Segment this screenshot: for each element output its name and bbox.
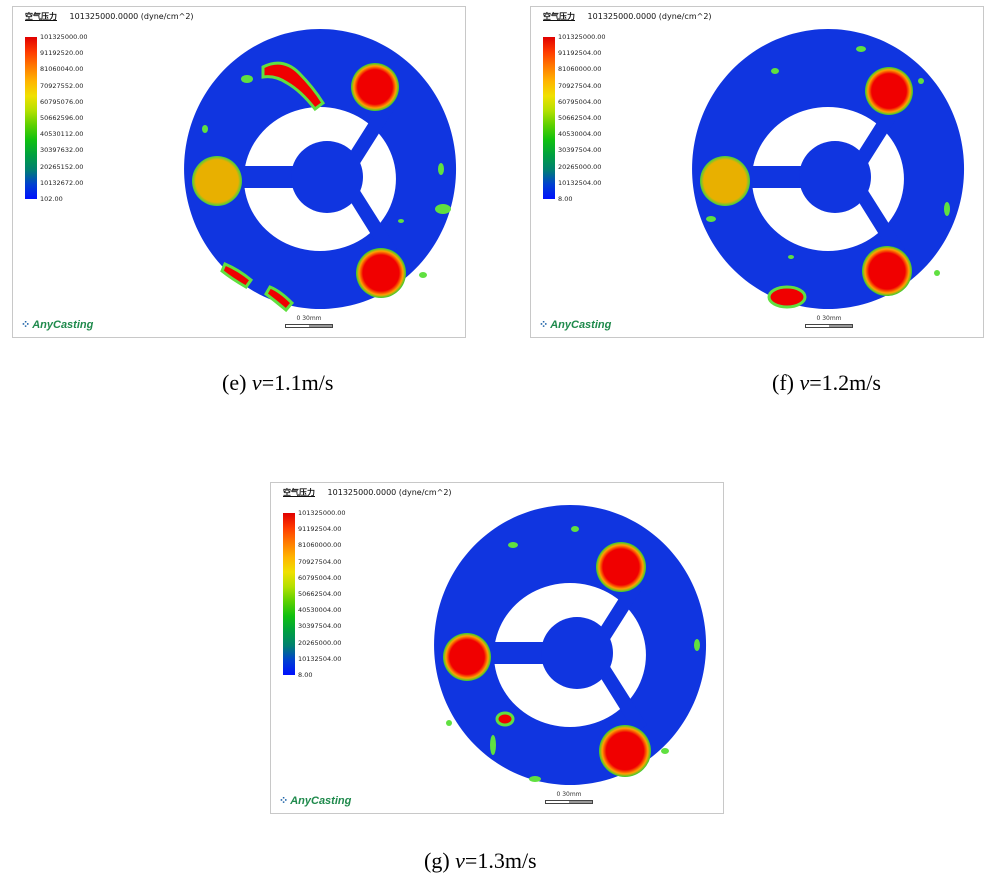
legend-value: 81060000.00 [298, 541, 342, 550]
legend-value: 50662504.00 [298, 590, 342, 598]
quantity-label: 空气压力 [283, 488, 315, 497]
pressure-contour-wheel [434, 505, 707, 785]
logo-icon: ⁘ [539, 319, 548, 331]
scale-bar: 0 30mm [283, 315, 335, 329]
legend-value: 60795076.00 [40, 97, 84, 106]
legend-value: 10132504.00 [298, 654, 342, 663]
legend-value: 70927504.00 [558, 81, 602, 90]
legend-value: 20265000.00 [558, 162, 602, 171]
legend-value: 91192504.00 [298, 525, 342, 534]
scale-label: 0 30mm [816, 315, 842, 322]
legend-value: 70927552.00 [40, 81, 84, 90]
panel-title: 空气压力 101325000.0000 (dyne/cm^2) [543, 11, 712, 22]
legend-value: 102.00 [40, 195, 63, 203]
legend-value: 101325000.00 [40, 33, 88, 41]
legend-value: 91192520.00 [40, 49, 84, 58]
panel-title: 空气压力 101325000.0000 (dyne/cm^2) [283, 487, 452, 498]
wheel-spokes [235, 97, 397, 257]
legend-value: 50662504.00 [558, 114, 602, 122]
legend-value: 30397504.00 [558, 146, 602, 155]
anycasting-logo: ⁘ AnyCasting [279, 795, 352, 807]
legend-value: 101325000.00 [558, 33, 606, 41]
legend-value: 20265152.00 [40, 162, 84, 171]
wheel-spokes [743, 97, 905, 257]
scale-label: 0 30mm [296, 315, 322, 322]
hot-spots [443, 526, 700, 782]
legend-value: 101325000.00 [298, 509, 346, 517]
legend-value: 60795004.00 [298, 573, 342, 582]
anycasting-logo: ⁘ AnyCasting [21, 319, 94, 331]
caption-g: (g) v=1.3m/s [424, 848, 537, 873]
logo-icon: ⁘ [279, 795, 288, 807]
legend-value: 81060040.00 [40, 65, 84, 74]
scale-bar-graphic [545, 800, 593, 804]
legend-color-bar [283, 513, 295, 675]
anycasting-logo: ⁘ AnyCasting [539, 319, 612, 331]
legend-value: 50662596.00 [40, 114, 84, 122]
reference-value: 101325000.0000 (dyne/cm^2) [69, 12, 194, 21]
legend-value: 8.00 [298, 671, 313, 679]
legend-value: 30397632.00 [40, 146, 84, 155]
panel-e: 空气压力 101325000.0000 (dyne/cm^2) 10132500… [12, 6, 466, 338]
quantity-label: 空气压力 [543, 12, 575, 21]
legend-color-bar [543, 37, 555, 199]
legend-value: 10132672.00 [40, 178, 84, 187]
legend-value: 81060000.00 [558, 65, 602, 74]
legend-color-bar [25, 37, 37, 199]
caption-e: (e) v=1.1m/s [222, 370, 334, 395]
legend-value: 40530004.00 [558, 130, 602, 139]
legend-value: 8.00 [558, 195, 573, 203]
legend-value: 40530004.00 [298, 606, 342, 615]
pressure-contour-wheel [184, 29, 457, 313]
legend-value: 10132504.00 [558, 178, 602, 187]
legend-value: 70927504.00 [298, 557, 342, 566]
reference-value: 101325000.0000 (dyne/cm^2) [327, 488, 452, 497]
scale-bar: 0 30mm [543, 791, 595, 805]
legend-value: 60795004.00 [558, 97, 602, 106]
scale-bar-graphic [805, 324, 853, 328]
hot-spots [700, 46, 950, 309]
legend-value: 40530112.00 [40, 130, 84, 139]
reference-value: 101325000.0000 (dyne/cm^2) [587, 12, 712, 21]
legend-value: 91192504.00 [558, 49, 602, 58]
panel-g: 空气压力 101325000.0000 (dyne/cm^2) 10132500… [270, 482, 724, 814]
logo-icon: ⁘ [21, 319, 30, 331]
scale-label: 0 30mm [556, 791, 582, 798]
legend-value: 30397504.00 [298, 622, 342, 631]
panel-title: 空气压力 101325000.0000 (dyne/cm^2) [25, 11, 194, 22]
wheel-spokes [485, 573, 647, 733]
pressure-contour-wheel [692, 29, 965, 309]
panel-f: 空气压力 101325000.0000 (dyne/cm^2) 10132500… [530, 6, 984, 338]
quantity-label: 空气压力 [25, 12, 57, 21]
caption-f: (f) v=1.2m/s [772, 370, 881, 395]
legend-value: 20265000.00 [298, 638, 342, 647]
scale-bar: 0 30mm [803, 315, 855, 329]
hot-spots [192, 61, 451, 313]
scale-bar-graphic [285, 324, 333, 328]
